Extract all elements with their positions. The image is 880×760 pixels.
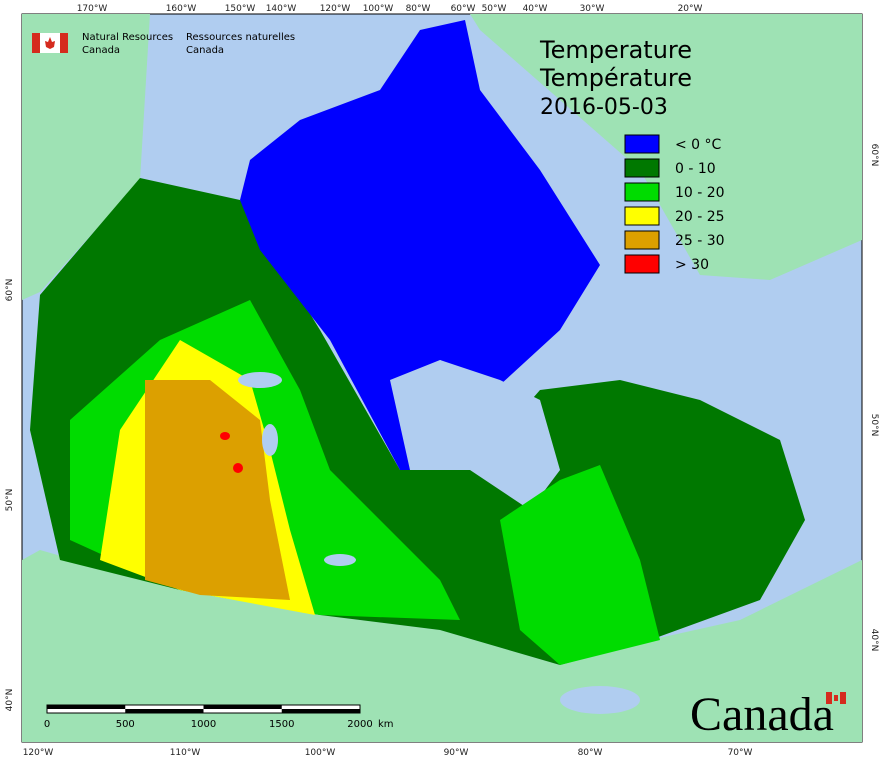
wordmark: Canada (690, 688, 834, 741)
graticule-label: 40°N (869, 629, 879, 652)
graticule-label: 100°W (363, 4, 394, 14)
graticule-label: 70°W (728, 748, 753, 758)
graticule-label: 60°N (869, 144, 879, 167)
graticule-label: 120°W (23, 748, 54, 758)
legend-swatch (624, 206, 660, 226)
basemap (22, 14, 862, 742)
scale-label: 500 (116, 719, 135, 730)
legend-label: > 30 (675, 257, 709, 273)
graticule-label: 60°N (5, 279, 15, 302)
legend-swatch (624, 254, 660, 274)
scale-label: 1000 (191, 719, 216, 730)
graticule-label: 90°W (444, 748, 469, 758)
graticule-label: 40°W (523, 4, 548, 14)
agency-fr: Canada (186, 45, 224, 56)
legend-label: 0 - 10 (675, 161, 716, 177)
graticule-label: 60°W (451, 4, 476, 14)
graticule-label: 20°W (678, 4, 703, 14)
legend-swatch (624, 158, 660, 178)
graticule-label: 100°W (305, 748, 336, 758)
legend-label: 20 - 25 (675, 209, 725, 225)
scale-label: 0 (44, 719, 50, 730)
legend-label: < 0 °C (675, 137, 722, 153)
agency-en: Canada (82, 45, 120, 56)
scale-segment (47, 705, 126, 709)
scale-segment (281, 709, 360, 713)
scale-label: 1500 (269, 719, 294, 730)
wordmark-flag (826, 692, 846, 704)
graticule-label: 50°N (869, 414, 879, 437)
graticule-label: 50°W (482, 4, 507, 14)
graticule-label: 160°W (166, 4, 197, 14)
agency-en: Natural Resources (82, 32, 173, 43)
scale-segment (125, 709, 204, 713)
scale-segment (203, 705, 282, 709)
legend-label: 10 - 20 (675, 185, 725, 201)
agency-signature: Natural Resources Canada Ressources natu… (32, 32, 295, 56)
date: 2016-05-03 (540, 95, 668, 120)
graticule-label: 170°W (77, 4, 108, 14)
legend-swatch (624, 182, 660, 202)
scale-unit: km (378, 719, 394, 730)
graticule-label: 80°W (406, 4, 431, 14)
graticule-label: 80°W (578, 748, 603, 758)
scale-label: 2000 (347, 719, 372, 730)
graticule-label: 40°N (5, 689, 15, 712)
graticule-label: 30°W (580, 4, 605, 14)
graticule-label: 110°W (170, 748, 201, 758)
agency-fr: Ressources naturelles (186, 32, 295, 43)
graticule-label: 50°N (5, 489, 15, 512)
graticule-label: 120°W (320, 4, 351, 14)
legend-swatch (624, 230, 660, 250)
title: Température (539, 64, 692, 92)
graticule-label: 140°W (266, 4, 297, 14)
graticule-label: 150°W (225, 4, 256, 14)
legend-swatch (624, 134, 660, 154)
legend-label: 25 - 30 (675, 233, 725, 249)
title: Temperature (539, 36, 692, 64)
